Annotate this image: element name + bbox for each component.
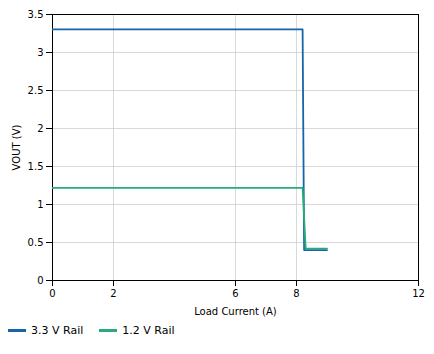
svg-text:2: 2 [110, 288, 116, 299]
svg-text:8: 8 [293, 288, 299, 299]
svg-text:VOUT (V): VOUT (V) [11, 125, 22, 171]
svg-text:0.5: 0.5 [28, 237, 44, 248]
html-text:3.3 V Rail: 3.3 V Rail [31, 324, 84, 337]
svg-text:1.5: 1.5 [28, 161, 44, 172]
svg-text:3: 3 [37, 47, 43, 58]
svg-text:12: 12 [412, 288, 425, 299]
svg-text:3.5: 3.5 [28, 9, 44, 20]
svg-text:6: 6 [232, 288, 238, 299]
svg-text:Load Current (A): Load Current (A) [194, 306, 277, 317]
svg-text:1: 1 [37, 199, 43, 210]
svg-text:2.5: 2.5 [28, 85, 44, 96]
svg-text:2: 2 [37, 123, 43, 134]
html-text:1.2 V Rail: 1.2 V Rail [122, 324, 175, 337]
svg-text:0: 0 [49, 288, 55, 299]
svg-text:0: 0 [37, 275, 43, 286]
